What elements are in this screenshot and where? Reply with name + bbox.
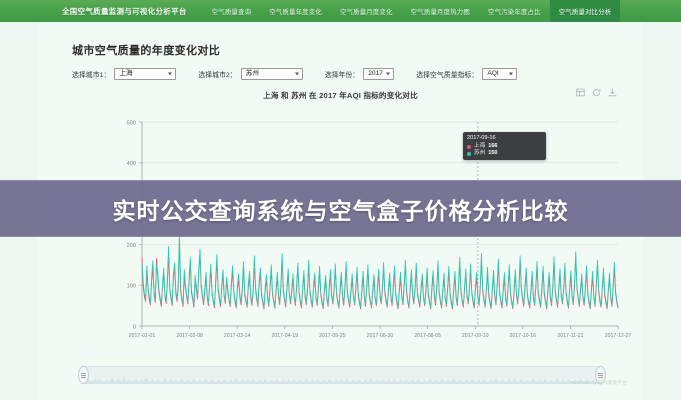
- city1-select[interactable]: 上海: [114, 68, 177, 80]
- nav-item-4[interactable]: 空气污染年度占比: [479, 0, 550, 22]
- plot-svg: 01002003004005002017-01-012017-02-082017…: [127, 120, 632, 339]
- index-field: 选择空气质量指标： AQI: [416, 68, 518, 80]
- nav-item-3[interactable]: 空气质量月度热力图: [402, 0, 479, 22]
- city1-label: 选择城市1：: [72, 72, 111, 79]
- chart-title: 上海 和 苏州 在 2017 年AQI 指标的变化对比: [263, 91, 418, 100]
- year-select[interactable]: 2017: [363, 68, 395, 80]
- year-value: 2017: [368, 70, 383, 77]
- city1-value: 上海: [119, 70, 133, 77]
- city2-label: 选择城市2：: [198, 72, 237, 79]
- line-plot[interactable]: 01002003004005002017-01-012017-02-082017…: [46, 114, 635, 360]
- year-field: 选择年份： 2017: [324, 68, 395, 80]
- index-label: 选择空气质量指标：: [416, 72, 479, 79]
- data-zoom-preview: [83, 367, 601, 383]
- tooltip-series-value: 166: [488, 143, 498, 149]
- filter-form: 选择城市1： 上海 选择城市2： 苏州 选择年份： 2017: [72, 66, 612, 82]
- svg-text:2017-08-05: 2017-08-05: [414, 333, 441, 339]
- svg-text:2017-10-16: 2017-10-16: [510, 333, 537, 339]
- data-zoom-slider[interactable]: [78, 366, 606, 384]
- city2-field: 选择城市2： 苏州: [198, 68, 303, 80]
- city1-field: 选择城市1： 上海: [72, 68, 177, 80]
- svg-text:0: 0: [133, 324, 136, 330]
- data-view-icon[interactable]: [576, 88, 585, 97]
- top-navbar: 全国空气质量监测与可视化分析平台 空气质量查询 空气质量年度变化 空气质量月度变化空…: [0, 0, 681, 22]
- svg-text:100: 100: [127, 284, 136, 290]
- svg-text:2017-06-30: 2017-06-30: [367, 333, 394, 339]
- year-label: 选择年份：: [324, 72, 360, 79]
- svg-text:2017-05-25: 2017-05-25: [319, 333, 346, 339]
- svg-text:400: 400: [127, 161, 136, 167]
- tooltip-series-value: 150: [488, 150, 498, 156]
- watermark: Powered by 空气质量平台: [570, 380, 627, 385]
- svg-text:2017-04-19: 2017-04-19: [272, 333, 299, 339]
- grip-icon: [598, 372, 603, 378]
- nav-item-label: 空气质量查询: [211, 8, 252, 16]
- tooltip-row: 苏州 150: [467, 150, 541, 157]
- chevron-down-icon: [294, 72, 299, 76]
- nav-item-label: 空气质量月度变化: [339, 8, 393, 16]
- series-color-dot: [467, 144, 471, 149]
- chart-container: 上海 和 苏州 在 2017 年AQI 指标的变化对比 010020030040…: [46, 88, 635, 390]
- site-brand: 全国空气质量监测与可视化分析平台: [62, 6, 187, 16]
- svg-text:2017-12-27: 2017-12-27: [605, 333, 632, 339]
- tooltip-series-name: 上海: [474, 143, 486, 149]
- svg-text:2017-02-08: 2017-02-08: [176, 333, 203, 339]
- svg-text:500: 500: [127, 120, 136, 126]
- svg-text:200: 200: [127, 243, 136, 249]
- nav-items: 空气质量查询 空气质量年度变化 空气质量月度变化 空气质量月度热力图 空气污染年度占比 空…: [203, 0, 621, 22]
- chevron-down-icon: [386, 72, 391, 76]
- index-value: AQI: [487, 70, 499, 77]
- overlay-title: 实时公交查询系统与空气盒子价格分析比较: [112, 198, 569, 225]
- chart-tooltip: 2017-09-16 上海 166 苏州 150: [463, 132, 546, 160]
- svg-text:2017-11-21: 2017-11-21: [557, 333, 583, 339]
- svg-text:2017-03-14: 2017-03-14: [224, 333, 251, 339]
- nav-item-label: 空气质量月度热力图: [410, 8, 470, 16]
- restore-icon[interactable]: [592, 88, 601, 97]
- nav-item-2[interactable]: 空气质量月度变化: [331, 0, 402, 22]
- grip-icon: [81, 372, 86, 378]
- series-color-dot: [467, 151, 471, 156]
- city2-value: 苏州: [245, 70, 259, 77]
- svg-text:2017-01-01: 2017-01-01: [129, 333, 156, 339]
- index-select[interactable]: AQI: [482, 68, 518, 80]
- nav-item-0[interactable]: 空气质量查询: [203, 0, 261, 22]
- overlay-banner: 实时公交查询系统与空气盒子价格分析比较: [0, 180, 681, 237]
- tooltip-date: 2017-09-16: [467, 135, 496, 141]
- page-title: 城市空气质量的年度变化对比: [72, 45, 221, 57]
- nav-item-label: 空气质量对比分析: [558, 8, 612, 16]
- tooltip-series-name: 苏州: [474, 150, 486, 156]
- chevron-down-icon: [168, 72, 173, 76]
- nav-item-label: 空气质量年度变化: [269, 8, 322, 16]
- city2-select[interactable]: 苏州: [240, 68, 303, 80]
- tooltip-row: 上海 166: [467, 143, 541, 150]
- save-image-icon[interactable]: [608, 88, 617, 97]
- data-zoom-handle-left[interactable]: [78, 366, 89, 384]
- data-zoom-handle-right[interactable]: [595, 366, 606, 384]
- nav-item-1[interactable]: 空气质量年度变化: [260, 0, 331, 22]
- chart-toolbox: [576, 88, 617, 97]
- svg-text:2017-09-10: 2017-09-10: [462, 333, 489, 339]
- data-zoom-sparkline: [83, 376, 601, 383]
- chevron-down-icon: [509, 72, 514, 76]
- nav-item-5[interactable]: 空气质量对比分析: [549, 0, 621, 22]
- nav-item-label: 空气污染年度占比: [488, 8, 541, 16]
